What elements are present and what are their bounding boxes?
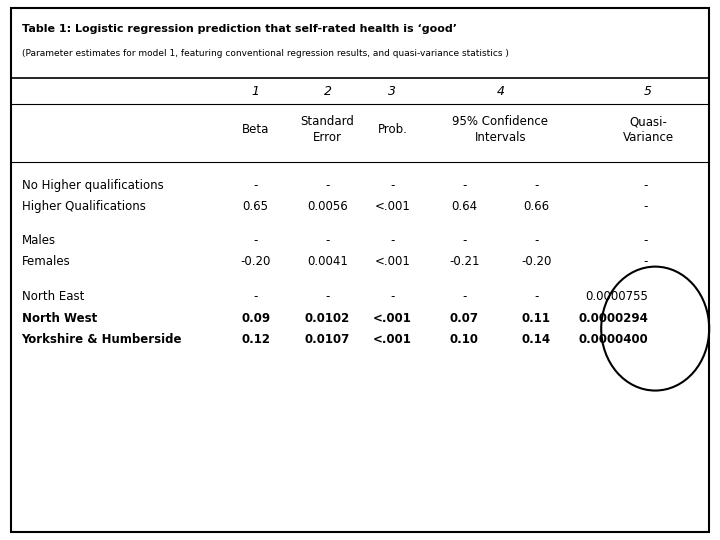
Text: 1: 1	[251, 85, 260, 98]
Text: Beta: Beta	[242, 123, 269, 136]
Text: -0.20: -0.20	[521, 255, 552, 268]
Text: -: -	[534, 234, 539, 247]
Text: -: -	[325, 291, 330, 303]
Text: -: -	[644, 255, 648, 268]
Text: -: -	[534, 291, 539, 303]
Text: <.001: <.001	[374, 255, 410, 268]
Text: <.001: <.001	[373, 333, 412, 346]
Text: 2: 2	[323, 85, 332, 98]
Text: 0.65: 0.65	[243, 200, 269, 213]
Text: (Parameter estimates for model 1, featuring conventional regression results, and: (Parameter estimates for model 1, featur…	[22, 49, 508, 58]
Text: Females: Females	[22, 255, 71, 268]
Text: -: -	[390, 291, 395, 303]
Text: -: -	[325, 234, 330, 247]
Text: North East: North East	[22, 291, 84, 303]
Text: 0.66: 0.66	[523, 200, 549, 213]
Text: -0.20: -0.20	[240, 255, 271, 268]
Text: 0.0041: 0.0041	[307, 255, 348, 268]
Text: <.001: <.001	[374, 200, 410, 213]
Text: Higher Qualifications: Higher Qualifications	[22, 200, 145, 213]
Text: Standard
Error: Standard Error	[301, 115, 354, 144]
Text: -: -	[253, 179, 258, 192]
Text: -: -	[390, 234, 395, 247]
Text: Yorkshire & Humberside: Yorkshire & Humberside	[22, 333, 182, 346]
Text: 0.12: 0.12	[241, 333, 270, 346]
Text: 0.10: 0.10	[450, 333, 479, 346]
Text: 95% Confidence
Intervals: 95% Confidence Intervals	[452, 115, 549, 144]
Text: 0.09: 0.09	[241, 312, 270, 325]
Text: 0.07: 0.07	[450, 312, 479, 325]
Text: 3: 3	[388, 85, 397, 98]
Text: -0.21: -0.21	[449, 255, 480, 268]
Text: 0.0000755: 0.0000755	[585, 291, 648, 303]
Text: North West: North West	[22, 312, 97, 325]
Text: 0.0056: 0.0056	[307, 200, 348, 213]
Text: 5: 5	[644, 85, 652, 98]
FancyBboxPatch shape	[11, 8, 709, 532]
Text: -: -	[253, 291, 258, 303]
Text: -: -	[325, 179, 330, 192]
Text: No Higher qualifications: No Higher qualifications	[22, 179, 163, 192]
Text: Males: Males	[22, 234, 55, 247]
Text: -: -	[644, 200, 648, 213]
Text: 0.0000294: 0.0000294	[578, 312, 648, 325]
Text: -: -	[390, 179, 395, 192]
Text: 0.0107: 0.0107	[305, 333, 350, 346]
Text: -: -	[534, 179, 539, 192]
Text: -: -	[462, 234, 467, 247]
Text: Quasi-
Variance: Quasi- Variance	[622, 115, 674, 144]
Text: -: -	[644, 234, 648, 247]
Text: 0.0000400: 0.0000400	[578, 333, 648, 346]
Text: -: -	[462, 291, 467, 303]
Text: -: -	[644, 179, 648, 192]
Text: 0.0102: 0.0102	[305, 312, 350, 325]
Text: 4: 4	[496, 85, 505, 98]
Text: Table 1: Logistic regression prediction that self-rated health is ‘good’: Table 1: Logistic regression prediction …	[22, 24, 456, 35]
Text: 0.11: 0.11	[522, 312, 551, 325]
Text: <.001: <.001	[373, 312, 412, 325]
Text: -: -	[462, 179, 467, 192]
Text: 0.64: 0.64	[451, 200, 477, 213]
Text: 0.14: 0.14	[522, 333, 551, 346]
Text: Prob.: Prob.	[377, 123, 408, 136]
Text: -: -	[253, 234, 258, 247]
